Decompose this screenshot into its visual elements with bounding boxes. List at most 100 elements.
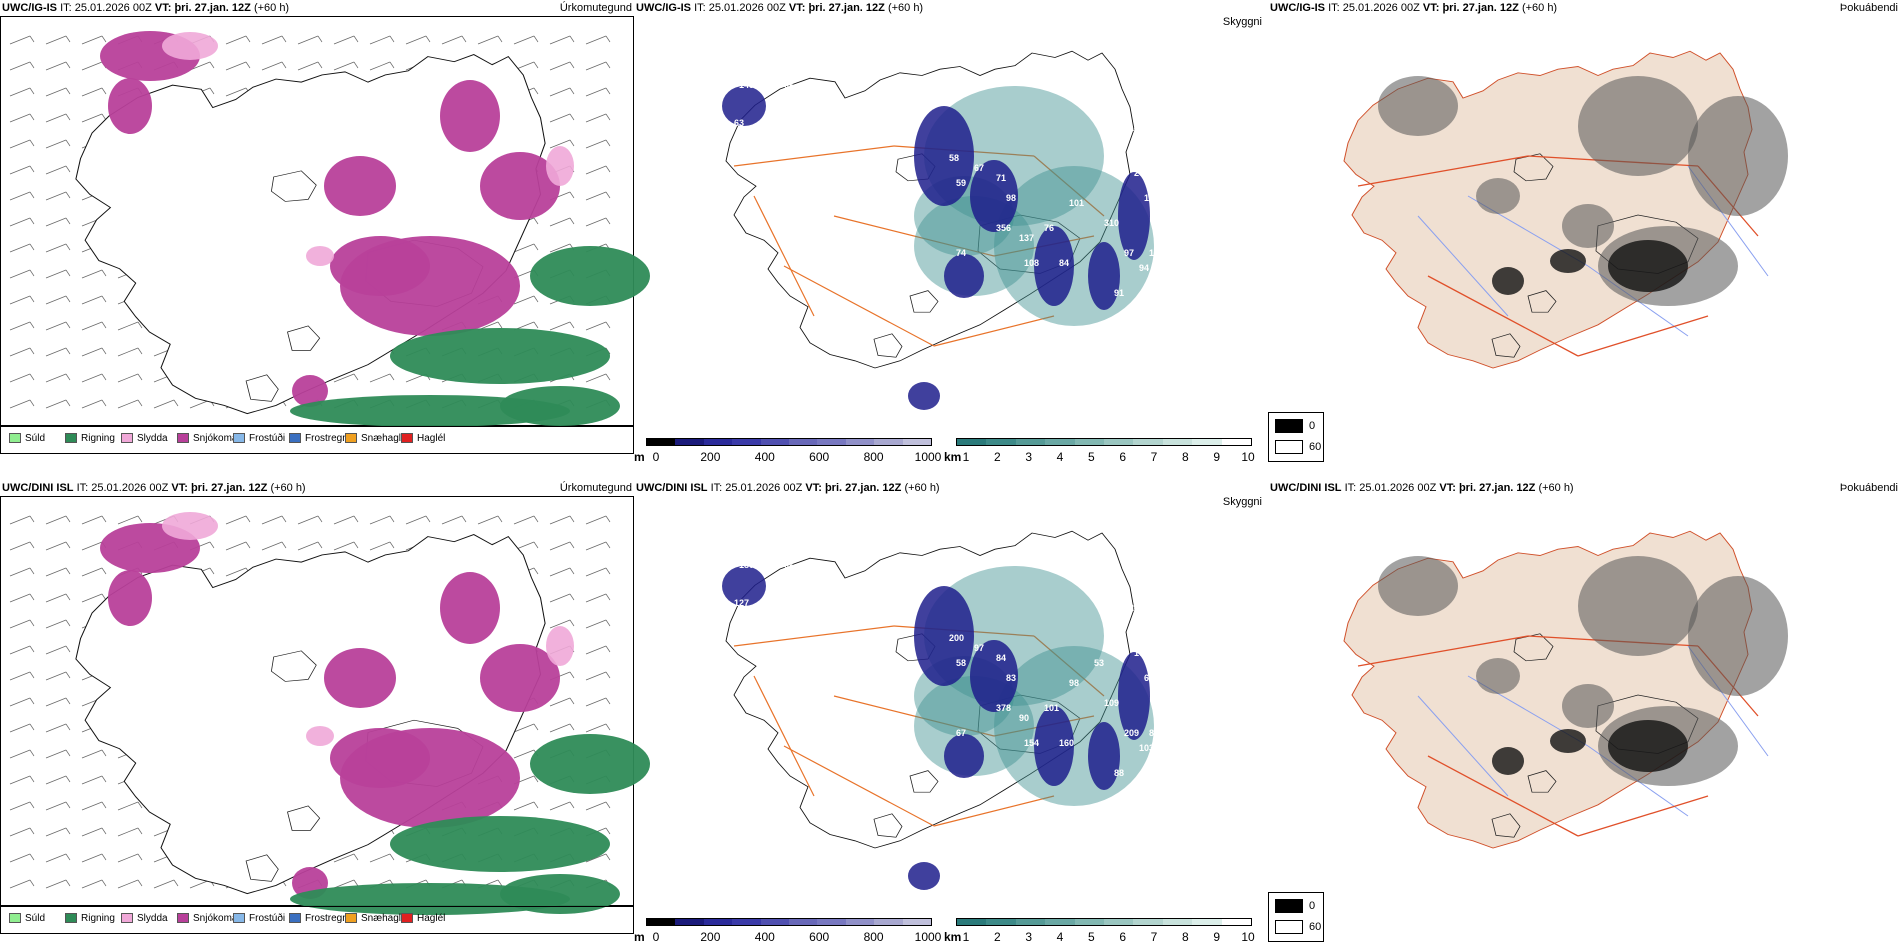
- precip-map-row1: [9, 31, 650, 427]
- colorbar-segment: [1045, 439, 1075, 445]
- wind-barb: [549, 593, 575, 603]
- colorbar-segment: [1133, 919, 1163, 925]
- wind-barb: [45, 515, 71, 525]
- visibility-value-label: 90: [1019, 713, 1029, 723]
- colorbar-segment: [1221, 439, 1252, 445]
- wind-barb: [549, 87, 575, 97]
- wind-barb: [45, 269, 71, 279]
- legend-swatch: [9, 433, 21, 444]
- colorbar-segment: [817, 439, 846, 445]
- height-colorbar-row2: m 0 200 400 600 800 1000: [634, 916, 944, 952]
- wind-barb: [45, 35, 71, 45]
- colorbar-tick: 3: [1025, 450, 1032, 464]
- wind-barb: [333, 61, 359, 71]
- colorbar-segment: [1074, 439, 1105, 445]
- wind-barb: [369, 515, 395, 525]
- visibility-value-label: 58: [956, 658, 966, 668]
- legend-swatch: [233, 433, 245, 444]
- visibility-value-label: 133: [1144, 193, 1159, 203]
- snow-area: [480, 152, 560, 220]
- colorbar-segment: [675, 919, 704, 925]
- visibility-value-label: 76: [1044, 223, 1054, 233]
- glacier-outline: [1491, 813, 1521, 838]
- wind-barb: [45, 567, 71, 577]
- colorbar-segment: [1104, 439, 1134, 445]
- precip-legend-item: Rigning: [65, 913, 115, 924]
- wind-barb: [585, 35, 611, 45]
- panel-title-row2-precip: UWC/DINI ISL IT: 25.01.2026 00Z VT: þri.…: [2, 482, 306, 494]
- snow-area: [292, 375, 328, 407]
- wind-barb: [513, 243, 539, 253]
- visibility-value-label: 84: [1059, 258, 1069, 268]
- wind-barb: [9, 853, 35, 863]
- wind-barb: [585, 723, 611, 733]
- wind-barb: [45, 645, 71, 655]
- wind-barb: [189, 61, 215, 71]
- wind-barb: [45, 87, 71, 97]
- precip-legend-item: Haglél: [401, 433, 445, 444]
- wind-barb: [45, 801, 71, 811]
- glacier-outline: [1527, 770, 1557, 793]
- wind-barb: [117, 399, 143, 409]
- wind-barb: [585, 801, 611, 811]
- legend-swatch: [401, 433, 413, 444]
- legend-label: Haglél: [417, 913, 446, 924]
- legend-swatch: [289, 433, 301, 444]
- visibility-value-label: 127: [734, 598, 749, 608]
- wind-barb: [81, 593, 107, 603]
- colorbar-tick: 0: [652, 450, 660, 464]
- colorbar-segment: [1221, 919, 1252, 925]
- visibility-value-label: 15: [1169, 193, 1179, 203]
- colorbar-strip: [646, 918, 932, 926]
- colorbar-tick: 10: [1241, 450, 1255, 464]
- visibility-value-label: 63: [734, 118, 744, 128]
- visibility-value-label: 83: [1164, 703, 1174, 713]
- high-terrain-area: [908, 862, 940, 890]
- wind-barb: [81, 775, 107, 785]
- wind-barb: [9, 593, 35, 603]
- wind-barb: [369, 373, 395, 383]
- colorbar-tick: 5: [1087, 930, 1095, 944]
- sleet-area: [546, 626, 574, 666]
- legend-label-0: 0: [1309, 900, 1316, 912]
- snow-area: [440, 572, 500, 644]
- glacier-outline: [909, 290, 939, 313]
- visibility-value-label: 199: [1104, 108, 1119, 118]
- fog-cloud-area: [1578, 556, 1698, 656]
- wind-barb: [9, 619, 35, 629]
- snow-area: [324, 156, 396, 216]
- colorbar-tick: 3: [1025, 930, 1032, 944]
- wind-barb: [81, 399, 107, 409]
- visibility-value-label: 97: [974, 643, 984, 653]
- wind-barb: [333, 373, 359, 383]
- legend-label: Snæhagl: [361, 913, 402, 924]
- wind-barb: [45, 295, 71, 305]
- visibility-value-label: 89: [1149, 728, 1159, 738]
- wind-barb: [45, 165, 71, 175]
- glacier-outline: [245, 854, 279, 882]
- legend-label: Súld: [25, 913, 46, 924]
- precip-legend-item: Snæhagl: [345, 433, 401, 444]
- visibility-value-label: 83: [1006, 673, 1016, 683]
- wind-barb: [549, 321, 575, 331]
- wind-barb: [585, 191, 611, 201]
- precip-legend-item: Slydda: [121, 433, 168, 444]
- wind-barb: [45, 373, 71, 383]
- visibility-value-label: 67: [956, 728, 966, 738]
- visibility-value-label: 103: [1139, 743, 1154, 753]
- visibility-value-label: 268: [1089, 83, 1104, 93]
- low-visibility-area: [924, 566, 1104, 706]
- panel-title-row2-vis: UWC/DINI ISL IT: 25.01.2026 00Z VT: þri.…: [636, 482, 940, 494]
- colorbar-tick: 2: [993, 930, 1001, 944]
- high-terrain-area: [722, 566, 766, 606]
- wind-barb: [549, 697, 575, 707]
- wind-barb: [81, 749, 107, 759]
- colorbar-segment: [1074, 919, 1105, 925]
- colorbar-segment: [986, 439, 1016, 445]
- visibility-value-label: 310: [1104, 218, 1119, 228]
- legend-label: Snæhagl: [361, 433, 402, 444]
- panel-fog-row1: UWC/IG-IS IT: 25.01.2026 00Z VT: þri. 27…: [1268, 0, 1900, 470]
- precip-legend-item: Frostregn: [289, 913, 348, 924]
